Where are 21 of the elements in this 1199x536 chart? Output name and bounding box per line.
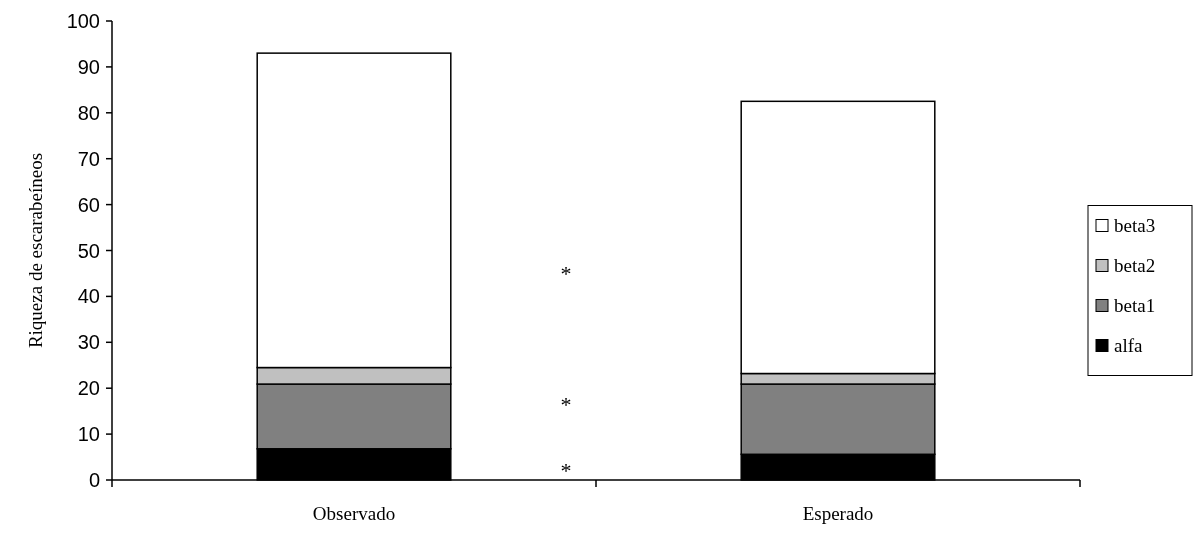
legend-label: alfa	[1114, 335, 1144, 357]
y-tick-label: 20	[77, 377, 100, 400]
y-tick-label: 10	[77, 423, 100, 446]
y-tick-label: 30	[77, 331, 100, 354]
annotation: *	[560, 391, 572, 417]
legend-label: beta2	[1114, 255, 1156, 277]
y-tick-label: 60	[77, 193, 100, 216]
annotation: *	[560, 458, 572, 484]
y-tick-label: 70	[77, 147, 100, 170]
y-tick-label: 40	[77, 285, 100, 308]
annotation: *	[560, 261, 572, 287]
y-tick-label: 80	[77, 101, 100, 124]
y-tick-label: 100	[66, 10, 100, 32]
y-tick-label: 0	[88, 469, 100, 491]
y-tick-label: 90	[77, 55, 100, 78]
x-tick-label: Observado	[312, 503, 396, 524]
x-tick-label: Esperado	[802, 503, 874, 524]
y-axis-title: Riqueza de escarabeíneos	[25, 152, 46, 349]
legend-label: beta1	[1114, 295, 1156, 317]
y-tick-label: 50	[77, 239, 100, 262]
legend-label: beta3	[1114, 215, 1156, 237]
